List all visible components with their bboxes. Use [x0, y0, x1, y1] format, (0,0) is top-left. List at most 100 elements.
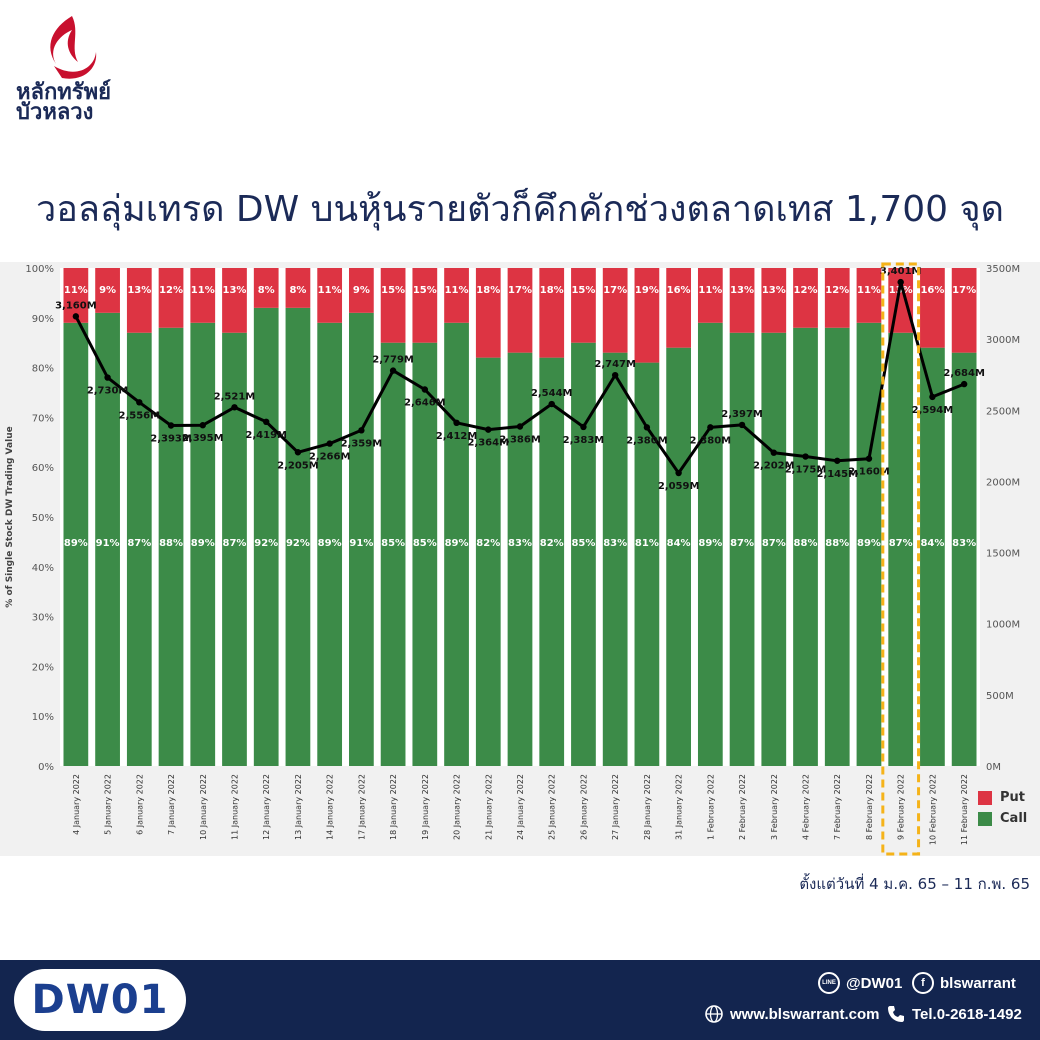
data-label-put: 17%: [952, 285, 976, 296]
data-label-put: 19%: [635, 285, 659, 296]
y-tick-label: 0%: [38, 762, 54, 773]
line-point: [326, 440, 333, 447]
data-label-put: 13%: [223, 285, 247, 296]
bar-put: [920, 268, 945, 348]
bar-call: [888, 332, 914, 766]
x-tick-label: 4 January 2022: [72, 774, 81, 835]
line-value-label: 2,393M: [150, 434, 192, 445]
y2-tick-label: 2500M: [986, 406, 1020, 417]
x-tick-label: 7 February 2022: [833, 774, 842, 840]
y2-tick-label: 2000M: [986, 477, 1020, 488]
line-value-label: 2,364M: [467, 438, 509, 449]
dw01-logo: DW01: [14, 969, 186, 1031]
y2-tick-label: 500M: [986, 691, 1014, 702]
website-link[interactable]: www.blswarrant.com: [704, 1004, 879, 1024]
y2-tick-label: 0M: [986, 762, 1001, 773]
bar-put: [729, 268, 755, 333]
bar-call: [190, 322, 216, 766]
data-label-put: 11%: [64, 285, 88, 296]
line-value-label: 2,594M: [912, 405, 954, 416]
data-label-call: 87%: [127, 538, 151, 549]
line-point: [643, 424, 651, 431]
chart-legend: Put Call: [978, 790, 1027, 832]
bar-call: [856, 322, 882, 766]
x-tick-label: 10 January 2022: [199, 774, 208, 840]
line-point: [485, 426, 492, 433]
facebook-contact[interactable]: f blswarrant: [912, 972, 1016, 994]
y-tick-label: 40%: [32, 563, 54, 574]
line-value-label: 2,556M: [119, 410, 161, 421]
data-label-put: 11%: [857, 285, 881, 296]
bar-put: [761, 268, 787, 333]
bar-call: [920, 347, 945, 766]
x-tick-label: 9 February 2022: [897, 774, 906, 840]
line-contact[interactable]: LINE @DW01: [818, 972, 902, 994]
data-label-call: 87%: [730, 538, 754, 549]
bar-call: [793, 327, 818, 766]
bar-put: [444, 268, 469, 323]
line-point: [675, 469, 682, 477]
bar-call: [571, 342, 596, 766]
bar-call: [380, 342, 406, 766]
x-tick-label: 2 February 2022: [738, 774, 747, 840]
x-tick-label: 7 January 2022: [167, 774, 176, 835]
data-label-put: 15%: [381, 285, 405, 296]
x-tick-label: 24 January 2022: [516, 774, 525, 840]
data-label-put: 13%: [127, 285, 151, 296]
line-value-label: 2,359M: [341, 438, 383, 449]
data-label-put: 16%: [920, 285, 944, 296]
data-label-put: 18%: [476, 285, 500, 296]
line-point: [453, 419, 460, 427]
line-value-label: 2,266M: [309, 452, 351, 463]
line-point: [960, 380, 968, 388]
y-tick-label: 50%: [32, 513, 54, 524]
data-label-call: 89%: [698, 538, 722, 549]
bar-call: [317, 322, 343, 766]
data-label-put: 15%: [571, 285, 595, 296]
bar-call: [602, 352, 628, 766]
y-axis-label: % of Single Stock DW Trading Value: [5, 426, 15, 607]
data-label-call: 88%: [159, 538, 183, 549]
x-tick-label: 13 January 2022: [294, 774, 303, 840]
x-tick-label: 1 February 2022: [706, 774, 715, 840]
line-point: [294, 449, 302, 456]
line-value-label: 2,202M: [753, 461, 795, 472]
y-tick-label: 20%: [32, 662, 54, 673]
y2-tick-label: 1500M: [986, 549, 1020, 560]
data-label-call: 87%: [223, 538, 247, 549]
line-value-label: 2,544M: [531, 388, 573, 399]
bar-put: [126, 268, 152, 333]
line-value-label: 2,160M: [848, 467, 890, 478]
data-label-call: 91%: [349, 538, 373, 549]
legend-item-call: Call: [978, 811, 1027, 826]
phone-contact[interactable]: Tel.0-2618-1492: [886, 1004, 1022, 1024]
line-point: [199, 422, 206, 429]
bar-call: [729, 332, 755, 766]
line-value-label: 2,145M: [816, 469, 858, 480]
data-label-put: 18%: [540, 285, 564, 296]
x-tick-label: 4 February 2022: [802, 774, 811, 840]
bar-put: [951, 268, 977, 353]
data-label-put: 12%: [825, 285, 849, 296]
bar-put: [602, 268, 628, 353]
data-label-call: 84%: [667, 538, 691, 549]
x-tick-label: 17 January 2022: [357, 774, 366, 840]
data-label-call: 87%: [889, 538, 913, 549]
data-label-put: 13%: [730, 285, 754, 296]
date-range-note: ตั้งแต่วันที่ 4 ม.ค. 65 – 11 ก.พ. 65: [799, 875, 1030, 893]
x-tick-label: 28 January 2022: [643, 774, 652, 840]
facebook-icon: f: [912, 972, 934, 994]
data-label-call: 83%: [603, 538, 627, 549]
data-label-call: 89%: [857, 538, 881, 549]
line-value-label: 2,395M: [182, 433, 224, 444]
facebook-name: blswarrant: [940, 974, 1016, 992]
bar-call: [285, 307, 311, 766]
line-point: [358, 427, 365, 434]
legend-label-put: Put: [1000, 790, 1025, 805]
bar-call: [444, 322, 469, 766]
bar-call: [507, 352, 533, 766]
line-point: [865, 455, 873, 462]
brand-name-line2: บัวหลวง: [16, 100, 94, 125]
bar-put: [793, 268, 818, 328]
bar-put: [634, 268, 660, 363]
